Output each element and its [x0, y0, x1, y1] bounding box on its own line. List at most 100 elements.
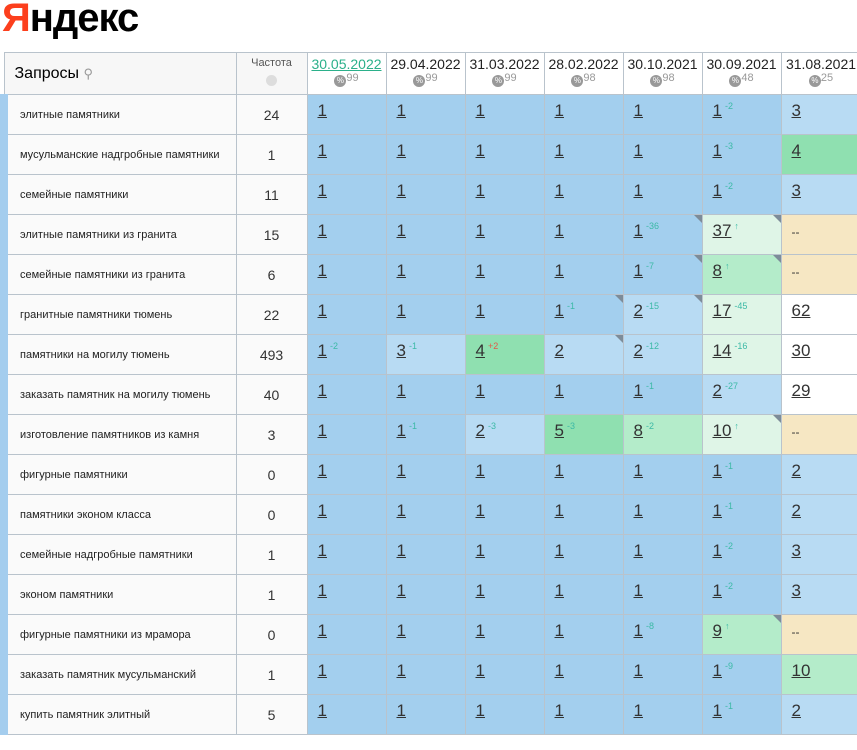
- position-link[interactable]: 1: [633, 461, 643, 480]
- position-link[interactable]: 1: [554, 261, 564, 280]
- position-link[interactable]: 1: [712, 661, 722, 680]
- position-link[interactable]: 10: [712, 421, 732, 440]
- position-cell[interactable]: 1: [464, 254, 545, 295]
- position-cell[interactable]: 1: [543, 694, 624, 735]
- position-cell[interactable]: 37 ↑: [701, 214, 782, 255]
- position-cell[interactable]: 3: [780, 574, 857, 615]
- date-column-header[interactable]: 29.04.2022% 99: [385, 52, 466, 95]
- position-link[interactable]: 1: [317, 101, 327, 120]
- position-cell[interactable]: 1: [543, 574, 624, 615]
- position-cell[interactable]: 10: [780, 654, 857, 695]
- position-cell[interactable]: 1: [622, 454, 703, 495]
- position-cell[interactable]: 1: [306, 374, 387, 415]
- position-cell[interactable]: 1: [385, 614, 466, 655]
- position-link[interactable]: 1: [396, 661, 406, 680]
- date-label[interactable]: 31.08.2021: [785, 56, 857, 72]
- position-cell[interactable]: 9 ↑: [701, 614, 782, 655]
- position-cell[interactable]: 2: [780, 494, 857, 535]
- position-link[interactable]: 1: [712, 581, 722, 600]
- position-link[interactable]: 1: [633, 101, 643, 120]
- position-link[interactable]: 29: [791, 381, 811, 400]
- position-link[interactable]: 3: [791, 101, 801, 120]
- position-cell[interactable]: 2 -27: [701, 374, 782, 415]
- position-link[interactable]: 1: [633, 141, 643, 160]
- position-link[interactable]: 1: [396, 221, 406, 240]
- position-cell[interactable]: 1: [306, 654, 387, 695]
- position-link[interactable]: 1: [554, 141, 564, 160]
- position-link[interactable]: 1: [396, 381, 406, 400]
- position-cell[interactable]: 1: [464, 294, 545, 335]
- position-link[interactable]: 1: [475, 461, 485, 480]
- position-cell[interactable]: 1: [622, 94, 703, 135]
- position-link[interactable]: 1: [712, 701, 722, 720]
- position-cell[interactable]: 1: [464, 614, 545, 655]
- position-link[interactable]: 1: [317, 341, 327, 360]
- position-link[interactable]: 1: [712, 541, 722, 560]
- position-cell[interactable]: 1 -7: [622, 254, 703, 295]
- position-cell[interactable]: 1: [464, 374, 545, 415]
- position-link[interactable]: 5: [554, 421, 564, 440]
- position-cell[interactable]: 1: [622, 494, 703, 535]
- position-cell[interactable]: 1: [543, 534, 624, 575]
- position-link[interactable]: 1: [475, 701, 485, 720]
- position-cell[interactable]: 1: [543, 134, 624, 175]
- position-cell[interactable]: 3: [780, 174, 857, 215]
- position-link[interactable]: 1: [396, 541, 406, 560]
- position-cell[interactable]: 1: [306, 254, 387, 295]
- position-link[interactable]: 1: [554, 501, 564, 520]
- position-link[interactable]: 8: [633, 421, 643, 440]
- position-link[interactable]: 1: [554, 621, 564, 640]
- position-cell[interactable]: 1: [385, 694, 466, 735]
- position-cell[interactable]: 62: [780, 294, 857, 335]
- position-cell[interactable]: 1: [385, 574, 466, 615]
- position-cell[interactable]: 1: [306, 574, 387, 615]
- date-label[interactable]: 28.02.2022: [548, 56, 619, 72]
- date-label[interactable]: 29.04.2022: [390, 56, 461, 72]
- position-link[interactable]: 1: [633, 661, 643, 680]
- position-link[interactable]: 1: [317, 541, 327, 560]
- position-cell[interactable]: 1: [464, 214, 545, 255]
- position-link[interactable]: 1: [633, 381, 643, 400]
- date-column-header[interactable]: 31.08.2021% 25: [780, 52, 857, 95]
- position-cell[interactable]: 1: [385, 174, 466, 215]
- position-cell[interactable]: 1 -1: [622, 374, 703, 415]
- position-link[interactable]: 3: [791, 541, 801, 560]
- position-link[interactable]: 1: [317, 221, 327, 240]
- position-link[interactable]: 8: [712, 261, 722, 280]
- position-link[interactable]: 2: [712, 381, 722, 400]
- position-link[interactable]: 1: [317, 141, 327, 160]
- position-link[interactable]: 4: [791, 141, 801, 160]
- position-link[interactable]: 1: [475, 581, 485, 600]
- queries-header[interactable]: Запросы ⚲: [3, 52, 237, 95]
- position-link[interactable]: 1: [633, 581, 643, 600]
- date-label[interactable]: 31.03.2022: [469, 56, 540, 72]
- position-cell[interactable]: 1: [385, 654, 466, 695]
- position-cell[interactable]: 1: [385, 374, 466, 415]
- position-cell[interactable]: 1: [306, 134, 387, 175]
- position-link[interactable]: 1: [475, 141, 485, 160]
- position-link[interactable]: 1: [317, 661, 327, 680]
- position-link[interactable]: 1: [317, 701, 327, 720]
- position-cell[interactable]: 2: [780, 694, 857, 735]
- position-cell[interactable]: 1: [464, 94, 545, 135]
- position-cell[interactable]: 14 -16: [701, 334, 782, 375]
- position-link[interactable]: 1: [554, 101, 564, 120]
- position-link[interactable]: 2: [633, 301, 643, 320]
- position-cell[interactable]: 1: [385, 254, 466, 295]
- position-cell[interactable]: 8 -2: [622, 414, 703, 455]
- position-link[interactable]: 3: [791, 581, 801, 600]
- position-link[interactable]: 1: [554, 701, 564, 720]
- position-cell[interactable]: 5 -3: [543, 414, 624, 455]
- position-cell[interactable]: 1 -36: [622, 214, 703, 255]
- position-link[interactable]: 1: [554, 461, 564, 480]
- date-column-header[interactable]: 28.02.2022% 98: [543, 52, 624, 95]
- date-column-header[interactable]: 31.03.2022% 99: [464, 52, 545, 95]
- position-link[interactable]: 3: [396, 341, 406, 360]
- position-cell[interactable]: 1 -8: [622, 614, 703, 655]
- position-cell[interactable]: 1 -2: [701, 534, 782, 575]
- position-link[interactable]: 1: [475, 501, 485, 520]
- position-cell[interactable]: 1: [385, 454, 466, 495]
- position-link[interactable]: 1: [317, 461, 327, 480]
- position-link[interactable]: 1: [554, 301, 564, 320]
- position-cell[interactable]: 1: [464, 694, 545, 735]
